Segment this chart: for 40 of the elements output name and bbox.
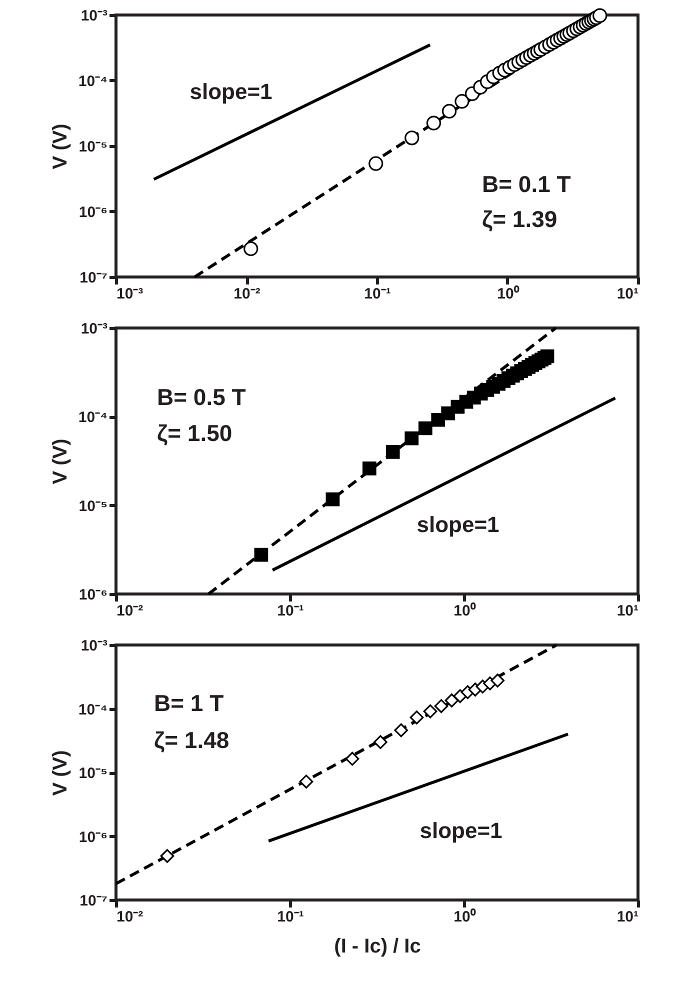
x-tick-label: 10⁻¹ — [277, 908, 304, 926]
y-tick-label: 10⁻⁵ — [78, 138, 108, 156]
x-tick-label: 10⁻² — [116, 908, 144, 926]
x-tick-label: 10¹ — [616, 286, 638, 302]
annotation: ζ= 1.48 — [154, 727, 230, 753]
y-tick-label: 10⁻⁵ — [78, 498, 108, 515]
y-axis-title: V (V) — [49, 124, 72, 170]
y-tick-label: 10⁻³ — [80, 638, 108, 654]
x-tick-label: 10⁰ — [497, 284, 520, 302]
x-tick-label: 10⁻¹ — [277, 602, 304, 620]
annotation: ζ= 1.39 — [482, 206, 558, 232]
y-tick-label: 10⁻³ — [80, 320, 108, 338]
x-tick-label: 10¹ — [616, 908, 638, 926]
y-axis-title: V (V) — [49, 438, 72, 484]
annotation: slope=1 — [420, 818, 502, 843]
x-tick-label: 10⁻² — [116, 602, 144, 620]
x-tick-label: 10¹ — [616, 602, 638, 620]
y-axis-title: V (V) — [49, 750, 72, 796]
y-tick-label: 10⁻⁴ — [78, 73, 108, 90]
y-tick-label: 10⁻⁷ — [80, 270, 108, 286]
x-axis-title: (I - Ic) / Ic — [334, 936, 421, 958]
y-tick-label: 10⁻⁶ — [78, 586, 108, 604]
y-tick-label: 10⁻⁴ — [78, 409, 108, 426]
y-tick-label: 10⁻⁷ — [80, 892, 108, 910]
y-tick-label: 10⁻⁴ — [78, 701, 108, 718]
x-tick-label: 10⁻² — [234, 286, 260, 302]
y-tick-label: 10⁻³ — [80, 8, 108, 24]
annotation: B= 1 T — [154, 690, 224, 716]
x-tick-label: 10⁻³ — [116, 286, 144, 302]
annotation: slope=1 — [416, 512, 500, 537]
y-tick-label: 10⁻⁶ — [78, 204, 108, 221]
y-tick-label: 10⁻⁶ — [78, 828, 108, 846]
x-tick-label: 10⁻¹ — [364, 286, 391, 302]
y-tick-label: 10⁻⁵ — [78, 765, 108, 782]
x-tick-label: 10⁰ — [454, 908, 476, 926]
annotation: B= 0.5 T — [157, 384, 246, 410]
annotation: ζ= 1.50 — [157, 420, 232, 446]
annotation: slope=1 — [190, 79, 272, 104]
annotation: B= 0.1 T — [482, 171, 571, 197]
x-tick-label: 10⁰ — [454, 602, 476, 620]
